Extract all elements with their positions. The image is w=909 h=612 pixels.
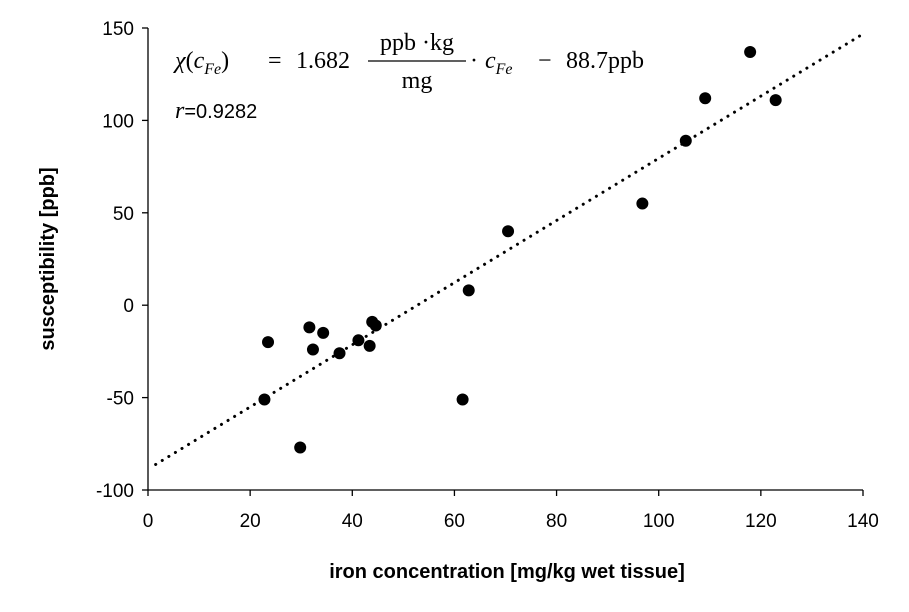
data-point bbox=[369, 319, 382, 332]
regression-line bbox=[154, 32, 865, 466]
correlation-label: r=0.9282 bbox=[175, 98, 257, 124]
data-point bbox=[462, 284, 475, 297]
x-tick-label: 80 bbox=[546, 511, 567, 532]
data-point bbox=[306, 343, 319, 356]
y-tick-label: -100 bbox=[96, 481, 134, 502]
data-point bbox=[699, 92, 712, 105]
eq-close-paren: ) bbox=[221, 48, 229, 74]
x-tick-label: 120 bbox=[745, 511, 777, 532]
data-point bbox=[636, 197, 649, 210]
svg-text:cFe: cFe bbox=[485, 48, 513, 78]
data-point bbox=[303, 321, 316, 334]
r-symbol: r bbox=[175, 98, 185, 124]
eq-chi: χ bbox=[173, 48, 187, 74]
x-tick-label: 40 bbox=[342, 511, 363, 532]
data-point bbox=[502, 225, 515, 238]
eq-equals: = bbox=[268, 48, 282, 74]
y-tick-label: 0 bbox=[123, 296, 134, 317]
y-tick-label: -50 bbox=[107, 389, 134, 410]
data-point bbox=[679, 134, 692, 147]
data-point bbox=[258, 393, 271, 406]
data-point bbox=[333, 347, 346, 360]
data-point bbox=[294, 441, 307, 454]
eq-open-paren: ( bbox=[186, 48, 194, 74]
data-point bbox=[744, 46, 757, 59]
y-tick-label: 50 bbox=[113, 204, 134, 225]
x-tick-label: 60 bbox=[444, 511, 465, 532]
x-ticks: 0 20 40 60 80 100 120 140 bbox=[143, 490, 879, 532]
data-point bbox=[352, 334, 365, 347]
data-point bbox=[769, 94, 782, 107]
eq-fe-subscript: Fe bbox=[203, 61, 221, 78]
data-point bbox=[456, 393, 469, 406]
data-point bbox=[317, 326, 330, 339]
eq-slope: 1.682 bbox=[296, 48, 350, 74]
x-tick-label: 0 bbox=[143, 511, 154, 532]
svg-text:χ(cFe): χ(cFe) bbox=[173, 48, 229, 78]
x-tick-label: 100 bbox=[643, 511, 675, 532]
eq-numerator: ppb ·kg bbox=[380, 30, 454, 56]
eq-fe-subscript-2: Fe bbox=[495, 61, 513, 78]
x-axis-title: iron concentration [mg/kg wet tissue] bbox=[329, 561, 685, 583]
fit-equation: χ(cFe) = 1.682 ppb ·kg mg · cFe − 88.7pp… bbox=[173, 30, 644, 94]
eq-c-2: c bbox=[485, 48, 496, 74]
data-point bbox=[262, 336, 275, 349]
data-point bbox=[363, 339, 376, 352]
x-tick-label: 20 bbox=[240, 511, 261, 532]
eq-minus: − bbox=[538, 48, 552, 74]
r-value: =0.9282 bbox=[184, 101, 257, 123]
x-tick-label: 140 bbox=[847, 511, 879, 532]
y-axis-title: susceptibility [ppb] bbox=[37, 167, 59, 350]
points-layer bbox=[258, 46, 782, 454]
eq-intercept: 88.7ppb bbox=[566, 48, 644, 74]
y-tick-label: 100 bbox=[102, 111, 134, 132]
y-ticks: -100 -50 0 50 100 150 bbox=[96, 19, 148, 502]
axes bbox=[147, 28, 863, 491]
fit-layer bbox=[154, 32, 865, 466]
eq-denominator: mg bbox=[402, 68, 433, 94]
y-tick-label: 150 bbox=[102, 19, 134, 40]
eq-c: c bbox=[194, 48, 205, 74]
eq-dot: · bbox=[470, 48, 478, 74]
